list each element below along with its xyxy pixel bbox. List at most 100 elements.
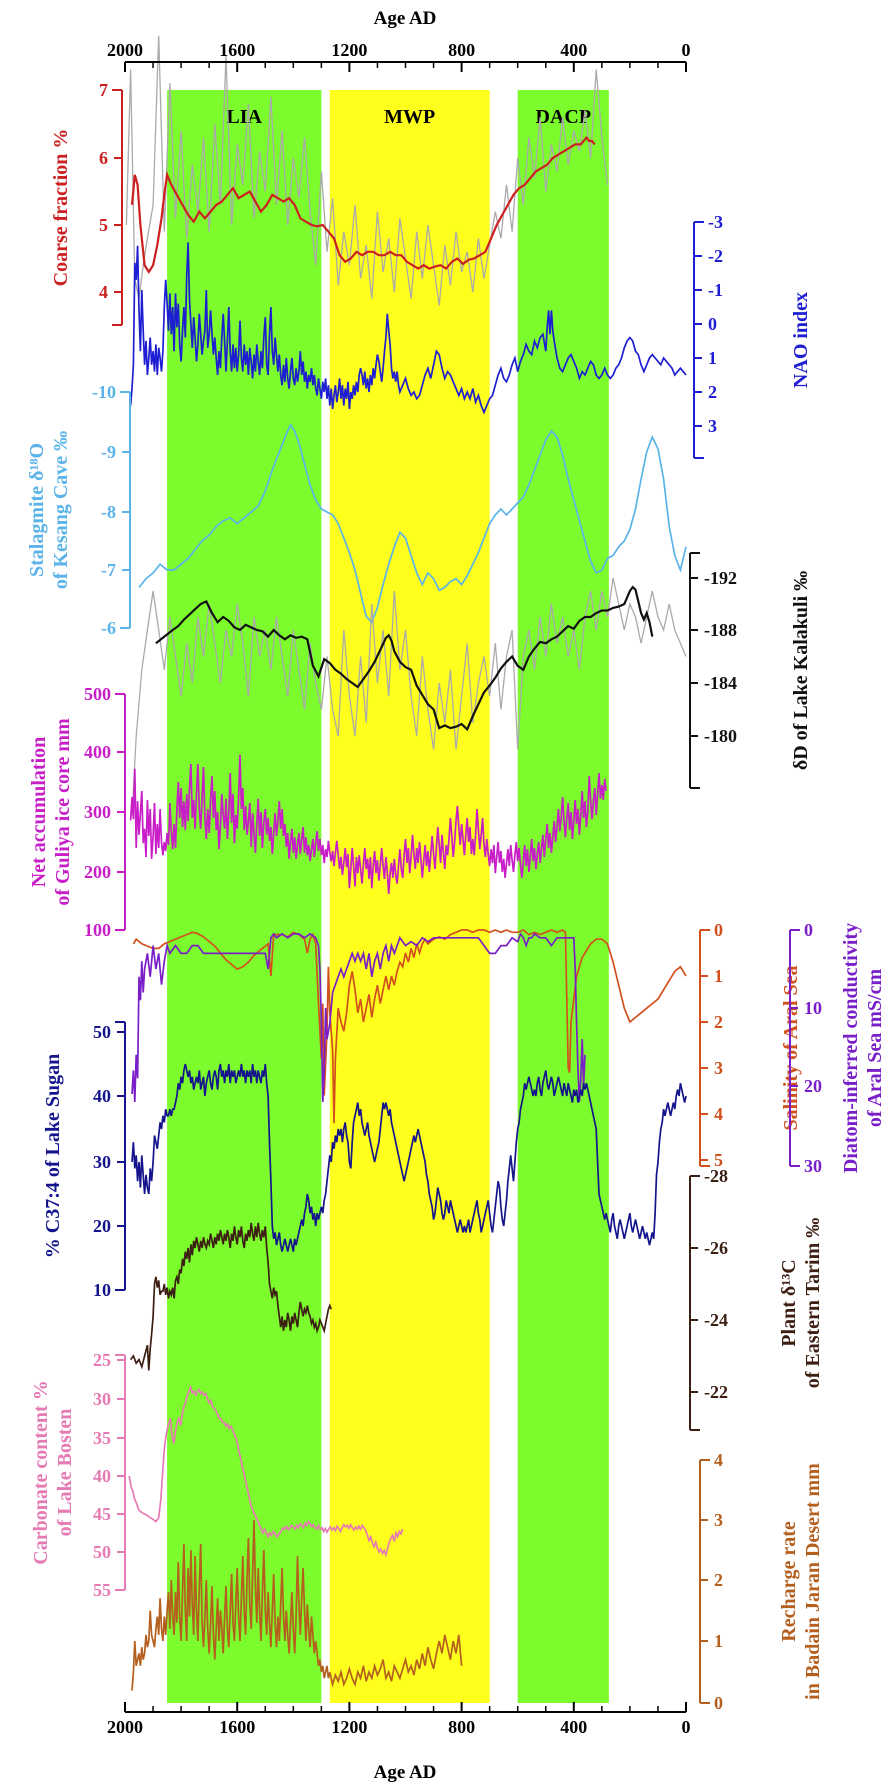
carbonate-content-of-lake-bosten-tick-label: 50 bbox=[93, 1542, 111, 1562]
top-x-tick-label: 2000 bbox=[107, 40, 143, 60]
net-accumulation-of-guliya-ice-core-mm-tick-label: 500 bbox=[84, 684, 111, 704]
period-band-dacp bbox=[517, 90, 609, 1703]
recharge-rate-in-badain-jaran-desert-mm-line bbox=[131, 1519, 463, 1691]
salinity-of-aral-sea-tick-label: 4 bbox=[714, 1104, 723, 1124]
bottom-x-tick-label: 800 bbox=[448, 1717, 475, 1737]
diatom-inferred-conductivity-of-aral-sea-ms-cm-axis-title-line: Diatom-inferred conductivity bbox=[840, 923, 862, 1173]
coarse-fraction-tick-label: 4 bbox=[99, 282, 108, 302]
diatom-inferred-conductivity-of-aral-sea-ms-cm-tick-label: 20 bbox=[804, 1076, 822, 1096]
coarse-fraction-tick-label: 6 bbox=[99, 148, 108, 168]
period-label-mwp: MWP bbox=[384, 106, 435, 128]
period-band-mwp bbox=[329, 90, 490, 1703]
recharge-rate-in-badain-jaran-desert-mm-axis-title: Recharge rate in Badain Jaran Desert mm bbox=[778, 1463, 824, 1700]
plant-13c-of-eastern-tarim-line bbox=[129, 1222, 332, 1371]
bottom-x-axis-title: Age AD bbox=[374, 1762, 437, 1783]
carbonate-content-of-lake-bosten-axis-title-line: of Lake Bosten bbox=[54, 1409, 76, 1537]
nao-index-tick-label: 2 bbox=[708, 382, 717, 402]
net-accumulation-of-guliya-ice-core-mm-axis-title: Net accumulation of Guliya ice core mm bbox=[28, 718, 74, 906]
carbonate-content-of-lake-bosten-tick-label: 45 bbox=[93, 1504, 111, 1524]
c37-4-of-lake-sugan-tick-label: 20 bbox=[93, 1216, 111, 1236]
stalagmite-18o-of-kesang-cave-tick-label: -7 bbox=[101, 560, 116, 580]
carbonate-content-of-lake-bosten-tick-label: 55 bbox=[93, 1580, 111, 1600]
stalagmite-18o-of-kesang-cave-line bbox=[138, 423, 687, 624]
carbonate-content-of-lake-bosten-line bbox=[128, 1384, 404, 1558]
stalagmite-18o-of-kesang-cave-tick-label: -8 bbox=[101, 502, 116, 522]
d-of-lake-kalakuli-line bbox=[155, 585, 654, 732]
coarse-fraction-line bbox=[130, 135, 596, 274]
carbonate-content-of-lake-bosten-tick-label: 30 bbox=[93, 1389, 111, 1409]
recharge-rate-in-badain-jaran-desert-mm-axis-title-line: Recharge rate bbox=[778, 1521, 800, 1642]
recharge-rate-in-badain-jaran-desert-mm-tick-label: 3 bbox=[714, 1510, 723, 1530]
d-of-lake-kalakuli-raw-line bbox=[131, 577, 687, 816]
bottom-x-tick-label: 2000 bbox=[107, 1717, 143, 1737]
top-x-tick-label: 1200 bbox=[331, 40, 367, 60]
plant-13c-of-eastern-tarim-tick-label: -28 bbox=[704, 1166, 728, 1186]
stalagmite-18o-of-kesang-cave-axis-title: Stalagmite δ¹⁸O of Kesang Cave ‰ bbox=[26, 431, 72, 589]
bottom-x-tick-label: 400 bbox=[560, 1717, 587, 1737]
bottom-x-tick-label: 1600 bbox=[219, 1717, 255, 1737]
carbonate-content-of-lake-bosten-axis-title: Carbonate content % of Lake Bosten bbox=[30, 1380, 76, 1564]
d-of-lake-kalakuli-tick-label: -180 bbox=[704, 726, 737, 746]
diatom-inferred-conductivity-of-aral-sea-ms-cm-tick-label: 10 bbox=[804, 998, 822, 1018]
plant-13c-of-eastern-tarim-tick-label: -24 bbox=[704, 1310, 728, 1330]
net-accumulation-of-guliya-ice-core-mm-axis-title-line: Net accumulation bbox=[28, 737, 50, 888]
bottom-x-tick-label: 1200 bbox=[331, 1717, 367, 1737]
plant-13c-of-eastern-tarim-tick-label: -26 bbox=[704, 1238, 728, 1258]
top-x-axis-title: Age AD bbox=[374, 8, 437, 29]
d-of-lake-kalakuli-axis-title-line: δD of Lake Kalakuli ‰ bbox=[790, 571, 812, 770]
c37-4-of-lake-sugan-line bbox=[131, 1063, 687, 1252]
nao-index-axis-title-line: NAO index bbox=[790, 292, 812, 388]
nao-index-line bbox=[129, 242, 687, 415]
stalagmite-18o-of-kesang-cave-tick-label: -9 bbox=[101, 442, 116, 462]
c37-4-of-lake-sugan-tick-label: 10 bbox=[93, 1280, 111, 1300]
coarse-fraction-tick-label: 7 bbox=[99, 80, 108, 100]
diatom-inferred-conductivity-of-aral-sea-ms-cm-tick-label: 30 bbox=[804, 1156, 822, 1176]
stalagmite-18o-of-kesang-cave-axis-title-line: of Kesang Cave ‰ bbox=[50, 431, 72, 589]
diatom-inferred-conductivity-of-aral-sea-ms-cm-tick-label: 0 bbox=[804, 920, 813, 940]
recharge-rate-in-badain-jaran-desert-mm-tick-label: 1 bbox=[714, 1631, 723, 1651]
c37-4-of-lake-sugan-tick-label: 40 bbox=[93, 1086, 111, 1106]
salinity-of-aral-sea-tick-label: 5 bbox=[714, 1150, 723, 1170]
recharge-rate-in-badain-jaran-desert-mm-tick-label: 0 bbox=[714, 1693, 723, 1713]
c37-4-of-lake-sugan-axis-title: % C37:4 of Lake Sugan bbox=[42, 1054, 64, 1258]
carbonate-content-of-lake-bosten-tick-label: 40 bbox=[93, 1466, 111, 1486]
net-accumulation-of-guliya-ice-core-mm-tick-label: 400 bbox=[84, 742, 111, 762]
net-accumulation-of-guliya-ice-core-mm-tick-label: 300 bbox=[84, 802, 111, 822]
carbonate-content-of-lake-bosten-tick-label: 35 bbox=[93, 1428, 111, 1448]
period-label-dacp: DACP bbox=[536, 106, 592, 128]
diatom-inferred-conductivity-of-aral-sea-ms-cm-axis-title: Diatom-inferred conductivity of Aral Sea … bbox=[840, 923, 886, 1173]
stalagmite-18o-of-kesang-cave-tick-label: -6 bbox=[101, 618, 116, 638]
c37-4-of-lake-sugan-tick-label: 50 bbox=[93, 1022, 111, 1042]
carbonate-content-of-lake-bosten-axis-title-line: Carbonate content % bbox=[30, 1380, 52, 1564]
plant-13c-of-eastern-tarim-axis-title: Plant δ¹³C of Eastern Tarim ‰ bbox=[778, 1218, 824, 1389]
plant-13c-of-eastern-tarim-tick-label: -22 bbox=[704, 1382, 728, 1402]
salinity-of-aral-sea-line bbox=[132, 929, 687, 1124]
salinity-of-aral-sea-tick-label: 2 bbox=[714, 1012, 723, 1032]
nao-index-tick-label: 1 bbox=[708, 348, 717, 368]
d-of-lake-kalakuli-tick-label: -184 bbox=[704, 673, 737, 693]
top-x-tick-label: 1600 bbox=[219, 40, 255, 60]
carbonate-content-of-lake-bosten-tick-label: 25 bbox=[93, 1350, 111, 1370]
top-x-tick-label: 800 bbox=[448, 40, 475, 60]
salinity-of-aral-sea-tick-label: 0 bbox=[714, 920, 723, 940]
recharge-rate-in-badain-jaran-desert-mm-tick-label: 4 bbox=[714, 1450, 723, 1470]
salinity-of-aral-sea-tick-label: 3 bbox=[714, 1058, 723, 1078]
period-band-lia bbox=[167, 90, 322, 1703]
coarse-fraction-tick-label: 5 bbox=[99, 215, 108, 235]
nao-index-tick-label: 3 bbox=[708, 416, 717, 436]
net-accumulation-of-guliya-ice-core-mm-axis-title-line: of Guliya ice core mm bbox=[52, 718, 74, 906]
coarse-fraction-raw-line bbox=[125, 35, 609, 306]
diatom-inferred-conductivity-of-aral-sea-ms-cm-axis-title-line: of Aral Sea mS/cm bbox=[864, 969, 886, 1128]
net-accumulation-of-guliya-ice-core-mm-tick-label: 100 bbox=[84, 920, 111, 940]
net-accumulation-of-guliya-ice-core-mm-line bbox=[129, 754, 607, 895]
stalagmite-18o-of-kesang-cave-tick-label: -10 bbox=[92, 382, 116, 402]
d-of-lake-kalakuli-tick-label: -188 bbox=[704, 620, 737, 640]
time-axes: Age AD Age AD 2000 2000 1600 1600 1200 1200 80… bbox=[107, 8, 691, 1783]
recharge-rate-in-badain-jaran-desert-mm-axis-title-line: in Badain Jaran Desert mm bbox=[802, 1463, 824, 1700]
stalagmite-18o-of-kesang-cave-axis-title-line: Stalagmite δ¹⁸O bbox=[26, 443, 48, 577]
d-of-lake-kalakuli-tick-label: -192 bbox=[704, 568, 737, 588]
proxy-series bbox=[125, 35, 687, 1691]
top-x-tick-label: 400 bbox=[560, 40, 587, 60]
